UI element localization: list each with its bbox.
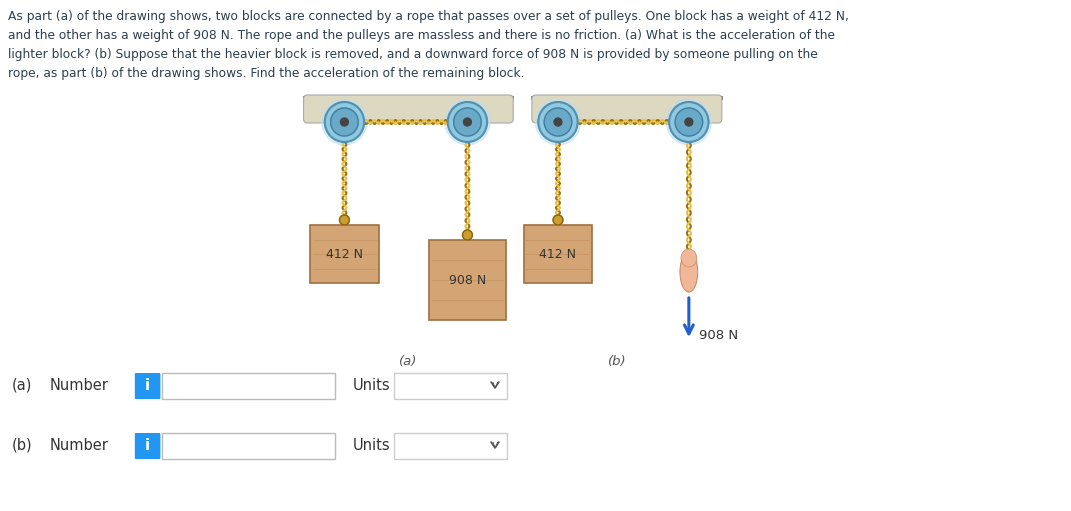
Circle shape xyxy=(325,102,364,142)
Text: rope, as part (b) of the drawing shows. Find the acceleration of the remaining b: rope, as part (b) of the drawing shows. … xyxy=(7,67,525,80)
Text: (a): (a) xyxy=(12,378,32,392)
Text: Units: Units xyxy=(352,378,390,392)
Bar xyxy=(524,225,592,283)
Text: 908 N: 908 N xyxy=(449,273,486,287)
Text: v: v xyxy=(492,380,498,390)
Bar xyxy=(303,96,514,100)
Bar xyxy=(163,373,334,399)
Circle shape xyxy=(536,99,580,145)
Ellipse shape xyxy=(681,249,697,267)
Circle shape xyxy=(669,102,709,142)
Text: (a): (a) xyxy=(399,355,418,368)
Text: 412 N: 412 N xyxy=(326,247,363,261)
Bar xyxy=(310,225,379,283)
Circle shape xyxy=(341,118,348,126)
Bar xyxy=(394,373,507,399)
Text: lighter block? (b) Suppose that the heavier block is removed, and a downward for: lighter block? (b) Suppose that the heav… xyxy=(7,48,817,61)
Circle shape xyxy=(454,108,481,136)
Bar xyxy=(163,433,334,459)
FancyBboxPatch shape xyxy=(532,95,722,123)
Text: (b): (b) xyxy=(607,355,627,368)
Circle shape xyxy=(675,108,703,136)
Text: v: v xyxy=(492,440,498,450)
Circle shape xyxy=(331,108,358,136)
Text: Number: Number xyxy=(49,437,108,453)
Text: (b): (b) xyxy=(12,437,32,453)
Text: Number: Number xyxy=(49,378,108,392)
Circle shape xyxy=(463,230,472,240)
FancyBboxPatch shape xyxy=(303,95,513,123)
Circle shape xyxy=(539,102,577,142)
Circle shape xyxy=(448,102,487,142)
Text: i: i xyxy=(145,437,150,453)
Text: Units: Units xyxy=(352,437,390,453)
Text: and the other has a weight of 908 N. The rope and the pulleys are massless and t: and the other has a weight of 908 N. The… xyxy=(7,29,835,42)
Text: i: i xyxy=(145,378,150,392)
Circle shape xyxy=(444,99,491,145)
Circle shape xyxy=(666,99,711,145)
Circle shape xyxy=(685,118,693,126)
Ellipse shape xyxy=(680,252,697,292)
Text: As part (a) of the drawing shows, two blocks are connected by a rope that passes: As part (a) of the drawing shows, two bl… xyxy=(7,10,848,23)
Circle shape xyxy=(340,215,349,225)
Circle shape xyxy=(464,118,471,126)
Bar xyxy=(394,433,507,459)
Circle shape xyxy=(553,215,563,225)
FancyBboxPatch shape xyxy=(135,433,161,459)
Circle shape xyxy=(554,118,562,126)
Circle shape xyxy=(321,99,367,145)
Bar xyxy=(429,240,506,320)
Circle shape xyxy=(544,108,572,136)
Bar xyxy=(531,96,723,100)
Text: 908 N: 908 N xyxy=(698,329,738,341)
Text: 412 N: 412 N xyxy=(540,247,576,261)
FancyBboxPatch shape xyxy=(135,373,161,399)
